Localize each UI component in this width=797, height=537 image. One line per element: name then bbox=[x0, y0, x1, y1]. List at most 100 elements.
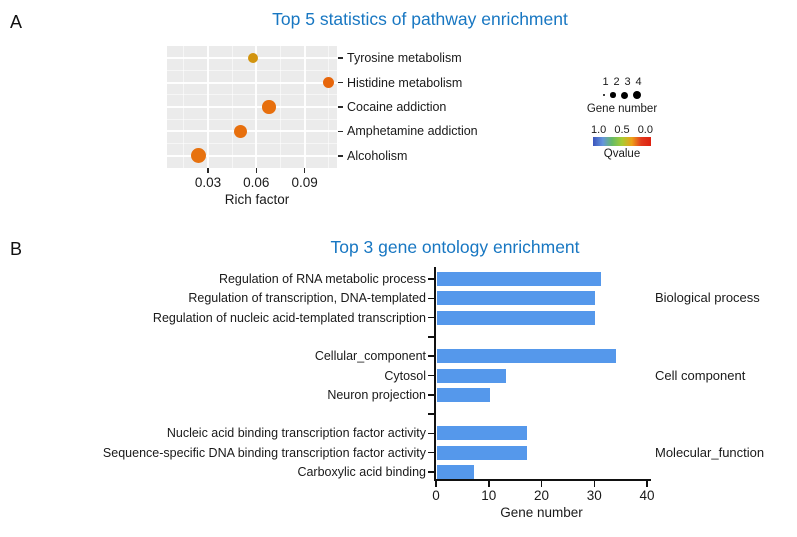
y-axis-tick bbox=[428, 355, 434, 357]
go-term-label: Regulation of nucleic acid-templated tra… bbox=[152, 310, 426, 325]
x-axis-tick bbox=[435, 481, 437, 487]
go-category-label: Molecular_function bbox=[655, 444, 765, 460]
bar bbox=[437, 349, 617, 364]
x-axis-tick bbox=[207, 168, 209, 173]
bar bbox=[437, 465, 474, 479]
pathway-label: Tyrosine metabolism bbox=[347, 51, 462, 66]
go-term-label: Regulation of RNA metabolic process bbox=[218, 272, 426, 286]
legend-qvalue-value: 0.0 bbox=[637, 124, 653, 136]
rich-factor-axis-label: Rich factor bbox=[224, 192, 290, 207]
gridline-minor-h bbox=[167, 143, 337, 145]
panel-b-letter: B bbox=[10, 239, 23, 259]
x-axis-tick bbox=[540, 481, 543, 487]
y-axis-tick bbox=[338, 81, 343, 84]
bar bbox=[437, 445, 527, 460]
y-axis-tick bbox=[428, 432, 434, 435]
x-axis-tick bbox=[593, 481, 595, 487]
gene-number-axis-label: Gene number bbox=[500, 505, 583, 520]
go-term-label: Neuron projection bbox=[327, 387, 426, 402]
gridline-minor-h bbox=[167, 118, 337, 120]
y-axis-tick bbox=[428, 297, 434, 300]
scatter-point bbox=[233, 124, 247, 139]
panel-a-letter: A bbox=[10, 12, 23, 32]
qvalue-legend-values: 1.0 0.5 0.0 bbox=[591, 124, 653, 136]
legend-size-dot bbox=[602, 93, 606, 97]
gene-number-legend-title: Gene number bbox=[586, 103, 658, 115]
gene-number-legend-dots bbox=[602, 89, 642, 101]
y-axis-line bbox=[433, 267, 436, 481]
legend-size-dot bbox=[632, 90, 642, 100]
scatter-point bbox=[262, 100, 276, 114]
gridline-major-h bbox=[167, 130, 337, 133]
gridline-major-h bbox=[167, 81, 337, 84]
legend-qvalue-value: 0.5 bbox=[614, 124, 630, 136]
bar bbox=[437, 310, 596, 325]
go-term-label: Cytosol bbox=[384, 368, 426, 383]
y-axis-tick bbox=[428, 394, 434, 396]
go-category-label: Biological process bbox=[655, 290, 760, 306]
y-axis-tick bbox=[338, 130, 343, 133]
y-axis-tick bbox=[428, 374, 434, 377]
x-tick-label: 40 bbox=[639, 488, 655, 503]
bar bbox=[437, 426, 527, 441]
go-term-label: Nucleic acid binding transcription facto… bbox=[166, 426, 426, 441]
x-tick-label: 0.03 bbox=[194, 175, 222, 190]
legend-size-value: 2 bbox=[613, 76, 620, 88]
gridline-major-h bbox=[167, 154, 337, 157]
gridline-minor-h bbox=[167, 94, 337, 96]
go-category-label: Cell component bbox=[655, 367, 746, 383]
scatter-point bbox=[323, 77, 335, 89]
panel-a-title: Top 5 statistics of pathway enrichment bbox=[272, 9, 568, 29]
x-tick-label: 0.06 bbox=[243, 175, 270, 190]
pathway-scatter-plot bbox=[167, 46, 337, 168]
x-axis-tick bbox=[255, 168, 258, 173]
bar bbox=[437, 368, 506, 383]
legend-qvalue-value: 1.0 bbox=[591, 124, 607, 136]
legend-size-value: 1 bbox=[602, 76, 609, 88]
go-term-label: Carboxylic acid binding bbox=[297, 465, 426, 479]
y-axis-tick bbox=[428, 451, 434, 454]
legend-size-value: 3 bbox=[624, 76, 631, 88]
bar bbox=[437, 272, 601, 286]
y-axis-tick bbox=[428, 336, 434, 338]
x-axis-tick bbox=[646, 481, 648, 487]
gridline-minor-h bbox=[167, 69, 337, 71]
legend-size-dot bbox=[610, 92, 616, 98]
qvalue-colorbar bbox=[593, 137, 651, 146]
bar bbox=[437, 291, 596, 306]
y-axis-tick bbox=[338, 106, 343, 108]
x-tick-label: 0.09 bbox=[291, 175, 318, 190]
x-axis-line bbox=[433, 479, 651, 481]
go-term-label: Regulation of transcription, DNA-templat… bbox=[188, 291, 426, 306]
legend-size-value: 4 bbox=[635, 76, 642, 88]
panel-a-axes: Tyrosine metabolism Histidine metabolism C… bbox=[0, 0, 797, 230]
y-axis-tick bbox=[428, 316, 434, 319]
pathway-label: Alcoholism bbox=[347, 148, 408, 163]
y-axis-tick bbox=[428, 471, 434, 473]
pathway-label: Amphetamine addiction bbox=[347, 124, 478, 139]
x-tick-label: 30 bbox=[586, 488, 602, 503]
y-axis-tick bbox=[338, 155, 343, 157]
y-axis-tick bbox=[428, 413, 434, 415]
scatter-point bbox=[248, 53, 259, 64]
y-axis-tick bbox=[428, 278, 434, 280]
pathway-label: Cocaine addiction bbox=[347, 100, 447, 114]
x-axis-tick bbox=[488, 481, 490, 487]
x-tick-label: 10 bbox=[481, 488, 497, 503]
legend-size-dot bbox=[620, 91, 628, 99]
bar bbox=[437, 387, 490, 402]
x-tick-label: 0 bbox=[432, 488, 440, 503]
y-axis-tick bbox=[338, 57, 343, 59]
go-term-label: Cellular_component bbox=[314, 349, 426, 364]
go-term-label: Sequence-specific DNA binding transcript… bbox=[102, 445, 426, 460]
x-axis-tick bbox=[303, 168, 306, 173]
qvalue-legend-title: Qvalue bbox=[603, 148, 641, 160]
x-tick-label: 20 bbox=[533, 488, 550, 503]
scatter-point bbox=[190, 148, 207, 164]
gridline-major-h bbox=[167, 106, 337, 108]
pathway-label: Histidine metabolism bbox=[347, 75, 463, 90]
